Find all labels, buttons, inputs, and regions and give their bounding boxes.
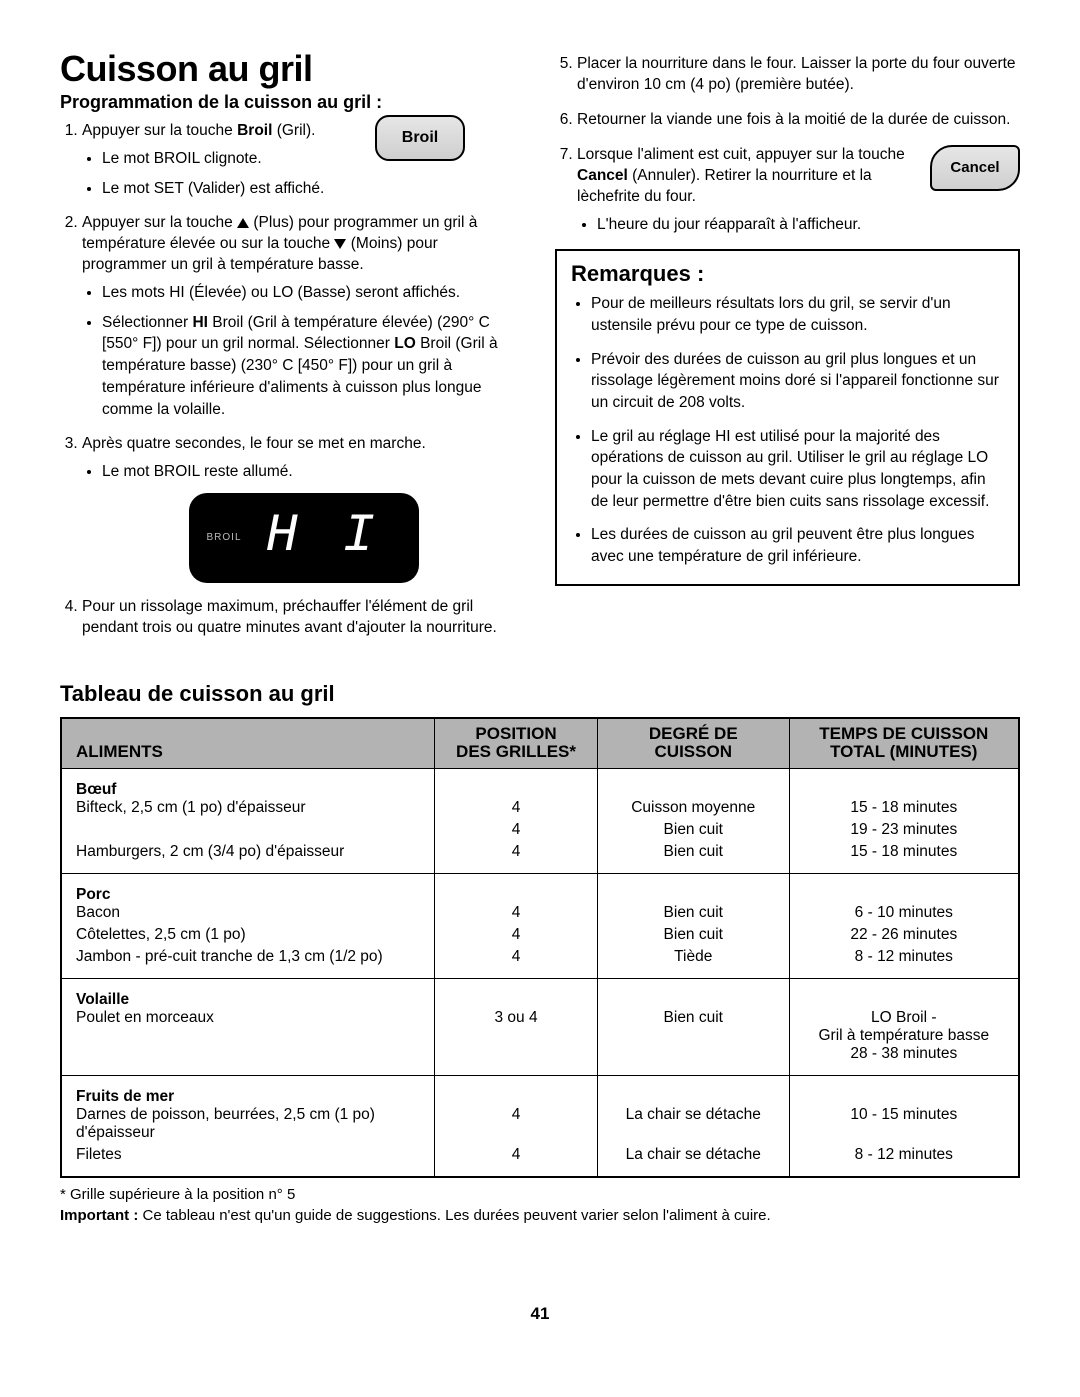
cell-rack: 4 <box>435 819 598 841</box>
remark-1: Pour de meilleurs résultats lors du gril… <box>591 293 1004 336</box>
page-title: Cuisson au gril <box>60 48 525 90</box>
table-row: Fruits de merDarnes de poisson, beurrées… <box>61 1076 1019 1145</box>
cell-food: Fruits de merDarnes de poisson, beurrées… <box>61 1076 435 1145</box>
oven-display-graphic: BROIL H I <box>189 493 419 583</box>
cell-time: 6 - 10 minutes <box>789 874 1019 925</box>
table-row: Côtelettes, 2,5 cm (1 po)4Bien cuit22 - … <box>61 924 1019 946</box>
programming-subheading: Programmation de la cuisson au gril : <box>60 92 525 113</box>
cell-rack: 4 <box>435 1144 598 1177</box>
step7-bullet-1: L'heure du jour réapparaît à l'afficheur… <box>597 214 1020 236</box>
cell-rack: 4 <box>435 769 598 820</box>
cell-time: 19 - 23 minutes <box>789 819 1019 841</box>
remarks-box: Remarques : Pour de meilleurs résultats … <box>555 249 1020 586</box>
remark-3: Le gril au réglage HI est utilisé pour l… <box>591 426 1004 513</box>
step-1: Broil Appuyer sur la touche Broil (Gril)… <box>82 121 525 199</box>
cell-doneness: La chair se détache <box>597 1144 789 1177</box>
step-3: Après quatre secondes, le four se met en… <box>82 434 525 583</box>
cell-food: PorcBacon <box>61 874 435 925</box>
cell-doneness: Bien cuit <box>597 874 789 925</box>
cell-food <box>61 819 435 841</box>
cell-time: 15 - 18 minutes <box>789 769 1019 820</box>
left-column: Cuisson au gril Programmation de la cuis… <box>60 48 525 653</box>
cell-doneness: Bien cuit <box>597 819 789 841</box>
cell-time: 15 - 18 minutes <box>789 841 1019 874</box>
broil-button-graphic: Broil <box>375 115 465 161</box>
cell-food: Filetes <box>61 1144 435 1177</box>
cell-rack: 4 <box>435 1076 598 1145</box>
remarks-title: Remarques : <box>571 261 1004 287</box>
cell-rack: 4 <box>435 874 598 925</box>
cell-time: 8 - 12 minutes <box>789 946 1019 979</box>
cell-rack: 3 ou 4 <box>435 979 598 1076</box>
right-column: Placer la nourriture dans le four. Laiss… <box>555 48 1020 653</box>
cell-food: VolaillePoulet en morceaux <box>61 979 435 1076</box>
table-footnote: * Grille supérieure à la position n° 5 <box>60 1186 1020 1203</box>
steps-right: Placer la nourriture dans le four. Laiss… <box>555 54 1020 235</box>
broil-table: ALIMENTS POSITIONDES GRILLES* DEGRÉ DECU… <box>60 717 1020 1178</box>
cell-time: 22 - 26 minutes <box>789 924 1019 946</box>
step-4: Pour un rissolage maximum, préchauffer l… <box>82 597 525 639</box>
table-row: 4Bien cuit19 - 23 minutes <box>61 819 1019 841</box>
cell-doneness: Bien cuit <box>597 841 789 874</box>
display-small-label: BROIL <box>207 531 242 545</box>
table-row: BœufBifteck, 2,5 cm (1 po) d'épaisseur 4… <box>61 769 1019 820</box>
cell-doneness: Tiède <box>597 946 789 979</box>
th-rack: POSITIONDES GRILLES* <box>435 718 598 769</box>
th-time: TEMPS DE CUISSONTOTAL (MINUTES) <box>789 718 1019 769</box>
table-row: Hamburgers, 2 cm (3/4 po) d'épaisseur4Bi… <box>61 841 1019 874</box>
page-number: 41 <box>60 1304 1020 1324</box>
step-2: Appuyer sur la touche (Plus) pour progra… <box>82 213 525 420</box>
food-category: Fruits de mer <box>76 1088 424 1106</box>
cell-food: Jambon - pré-cuit tranche de 1,3 cm (1/2… <box>61 946 435 979</box>
cancel-button-graphic: Cancel <box>930 145 1020 191</box>
display-hi-value: H I <box>266 501 381 574</box>
cell-time: 10 - 15 minutes <box>789 1076 1019 1145</box>
food-category: Bœuf <box>76 781 424 799</box>
food-category: Porc <box>76 886 424 904</box>
broil-button-label: Broil <box>402 127 438 149</box>
cell-food: Côtelettes, 2,5 cm (1 po) <box>61 924 435 946</box>
steps-left: Broil Appuyer sur la touche Broil (Gril)… <box>60 121 525 639</box>
down-arrow-icon <box>334 239 346 249</box>
step2-bullet-1: Les mots HI (Élevée) ou LO (Basse) seron… <box>102 282 525 304</box>
step-7: Cancel Lorsque l'aliment est cuit, appuy… <box>577 145 1020 235</box>
th-food: ALIMENTS <box>61 718 435 769</box>
step1-bullet-2: Le mot SET (Valider) est affiché. <box>102 178 525 200</box>
table-row: VolaillePoulet en morceaux 3 ou 4 Bien c… <box>61 979 1019 1076</box>
table-row: Jambon - pré-cuit tranche de 1,3 cm (1/2… <box>61 946 1019 979</box>
cell-rack: 4 <box>435 946 598 979</box>
food-category: Volaille <box>76 991 424 1009</box>
cell-doneness: La chair se détache <box>597 1076 789 1145</box>
remarks-list: Pour de meilleurs résultats lors du gril… <box>571 293 1004 568</box>
remark-2: Prévoir des durées de cuisson au gril pl… <box>591 349 1004 414</box>
cell-food: BœufBifteck, 2,5 cm (1 po) d'épaisseur <box>61 769 435 820</box>
th-doneness: DEGRÉ DECUISSON <box>597 718 789 769</box>
table-important: Important : Ce tableau n'est qu'un guide… <box>60 1207 1020 1224</box>
table-title: Tableau de cuisson au gril <box>60 681 1020 707</box>
step3-bullet-1: Le mot BROIL reste allumé. <box>102 461 525 483</box>
cell-food: Hamburgers, 2 cm (3/4 po) d'épaisseur <box>61 841 435 874</box>
up-arrow-icon <box>237 218 249 228</box>
cell-doneness: Bien cuit <box>597 924 789 946</box>
step2-bullet-2: Sélectionner HI Broil (Gril à températur… <box>102 312 525 420</box>
table-row: Filetes4La chair se détache8 - 12 minute… <box>61 1144 1019 1177</box>
cell-doneness: Cuisson moyenne <box>597 769 789 820</box>
cell-doneness: Bien cuit <box>597 979 789 1076</box>
cancel-button-label: Cancel <box>950 158 999 178</box>
step-6: Retourner la viande une fois à la moitié… <box>577 110 1020 131</box>
cell-rack: 4 <box>435 924 598 946</box>
remark-4: Les durées de cuisson au gril peuvent êt… <box>591 524 1004 567</box>
cell-rack: 4 <box>435 841 598 874</box>
step-5: Placer la nourriture dans le four. Laiss… <box>577 54 1020 96</box>
table-row: PorcBacon 4 Bien cuit 6 - 10 minutes <box>61 874 1019 925</box>
cell-time: LO Broil - Gril à température basse 28 -… <box>789 979 1019 1076</box>
cell-time: 8 - 12 minutes <box>789 1144 1019 1177</box>
